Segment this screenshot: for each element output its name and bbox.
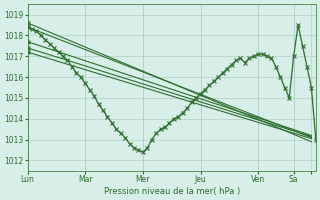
X-axis label: Pression niveau de la mer( hPa ): Pression niveau de la mer( hPa ) [104, 187, 240, 196]
